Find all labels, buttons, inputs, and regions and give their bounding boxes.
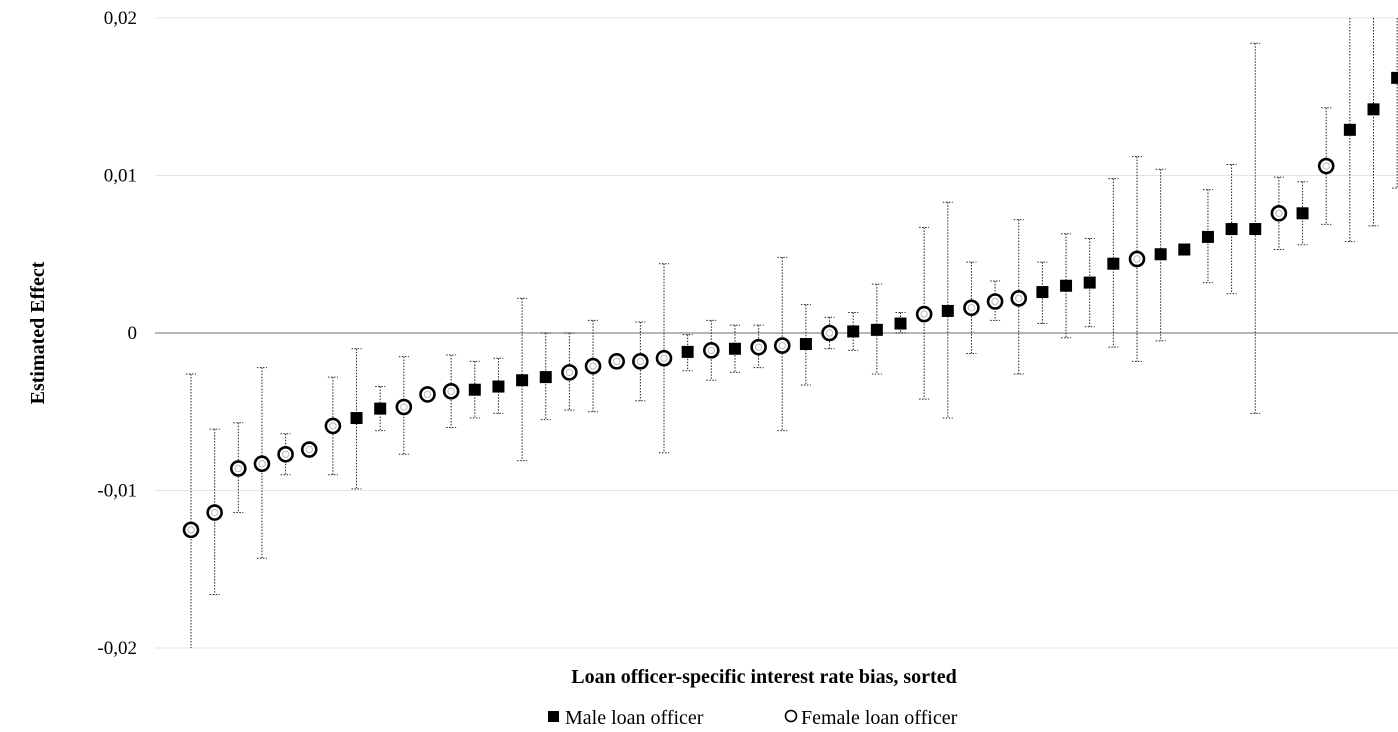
y-axis-title: Estimated Effect — [27, 261, 49, 404]
female-officer-point — [632, 353, 649, 370]
female-officer-point — [442, 382, 460, 400]
female-officer-point-inner — [920, 310, 928, 318]
female-officer-point — [750, 338, 767, 356]
female-officer-point — [253, 455, 271, 473]
female-officer-point — [963, 299, 980, 317]
male-officer-point — [1083, 276, 1096, 289]
female-officer-point — [395, 398, 413, 416]
female-officer-point-inner — [447, 387, 455, 395]
female-officer-point-inner — [1275, 209, 1283, 218]
female-officer-point — [1010, 290, 1028, 307]
female-officer-point-inner — [187, 526, 195, 534]
female-officer-point — [300, 441, 318, 458]
male-officer-point — [799, 338, 812, 351]
male-officer-point — [350, 412, 363, 425]
female-officer-point-inner — [967, 304, 976, 312]
male-officer-point — [1296, 207, 1309, 220]
female-officer-point — [277, 445, 294, 463]
female-officer-point-inner — [778, 341, 786, 350]
female-officer-point-inner — [281, 450, 290, 458]
male-officer-point — [1036, 286, 1049, 299]
female-officer-point — [773, 337, 791, 354]
male-officer-point — [894, 317, 907, 330]
female-officer-point — [419, 386, 436, 403]
male-officer-point — [681, 345, 694, 358]
male-officer-point — [1060, 279, 1073, 292]
y-tick-label: -0,02 — [97, 638, 137, 659]
male-officer-point — [468, 383, 481, 396]
female-officer-point — [324, 417, 342, 435]
male-officer-point — [1225, 223, 1238, 236]
female-officer-point-inner — [329, 422, 337, 430]
female-officer-point-inner — [1015, 294, 1023, 303]
female-officer-point — [1317, 157, 1335, 175]
female-officer-point-inner — [258, 460, 266, 468]
male-officer-point — [847, 325, 860, 338]
female-officer-point-inner — [754, 343, 763, 351]
female-officer-point — [182, 521, 200, 539]
female-officer-point — [702, 342, 720, 359]
male-officer-point — [516, 374, 529, 387]
y-tick-label: -0,01 — [97, 481, 137, 502]
female-officer-point-inner — [825, 329, 834, 337]
male-officer-point — [1391, 71, 1398, 84]
legend-female-marker — [784, 709, 798, 723]
male-officer-point — [1154, 248, 1167, 261]
female-officer-point — [986, 293, 1004, 310]
y-tick-label: 0 — [128, 323, 138, 344]
female-officer-point — [230, 460, 247, 477]
male-officer-point — [728, 342, 741, 355]
y-tick-labels: 0,02 0,01 0 -0,01 -0,02 — [97, 8, 137, 659]
female-officer-point-inner — [707, 346, 715, 355]
gridlines — [155, 17, 1398, 649]
male-officer-point — [374, 402, 387, 415]
x-axis-title: Loan officer-specific interest rate bias… — [571, 666, 956, 688]
female-officer-point — [1128, 250, 1146, 268]
female-officer-point-inner — [613, 357, 621, 366]
male-officer-point — [1201, 230, 1214, 243]
female-officer-point — [915, 305, 933, 323]
female-officer-point-inner — [400, 403, 408, 411]
male-officer-point — [1249, 223, 1262, 236]
female-officer-point-inner — [423, 390, 432, 399]
legend-female-label: Female loan officer — [801, 707, 958, 729]
legend: Male loan officer Female loan officer — [548, 707, 958, 729]
data-markers — [182, 71, 1398, 539]
female-officer-point-inner — [660, 354, 668, 362]
female-officer-point-inner — [305, 445, 313, 454]
male-officer-point — [1107, 257, 1120, 270]
female-officer-point-inner — [589, 362, 597, 370]
female-officer-point — [655, 349, 673, 367]
female-officer-point-inner — [991, 297, 999, 306]
female-officer-point-inner — [234, 464, 243, 473]
female-officer-point — [584, 357, 602, 375]
female-officer-point — [206, 504, 223, 521]
male-officer-point — [870, 323, 883, 336]
female-officer-point-inner — [210, 508, 219, 517]
female-officer-point — [561, 364, 578, 381]
y-tick-label: 0,02 — [104, 8, 137, 29]
legend-male-label: Male loan officer — [565, 707, 704, 729]
male-officer-point — [1343, 123, 1356, 136]
female-officer-point-inner — [1133, 255, 1141, 263]
male-officer-point — [492, 380, 505, 393]
y-tick-label: 0,01 — [104, 166, 137, 187]
female-officer-point — [1270, 205, 1288, 222]
male-officer-point — [941, 304, 954, 317]
legend-male-marker — [548, 711, 559, 722]
female-officer-point-inner — [1322, 162, 1330, 170]
female-officer-point — [821, 324, 838, 342]
female-officer-point-inner — [565, 368, 574, 377]
female-officer-point-inner — [636, 357, 645, 366]
male-officer-point — [539, 371, 552, 384]
female-officer-point — [608, 353, 626, 370]
male-officer-point — [1178, 243, 1191, 256]
male-officer-point — [1367, 103, 1380, 116]
